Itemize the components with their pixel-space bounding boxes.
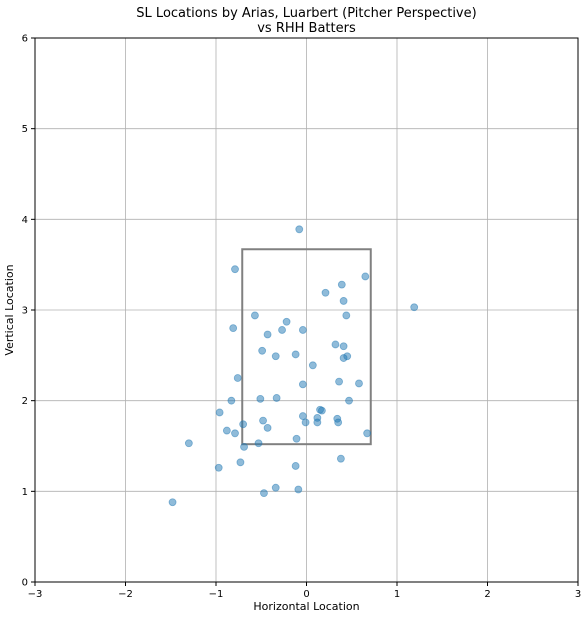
chart-title: SL Locations by Arias, Luarbert (Pitcher…: [136, 6, 476, 21]
pitch-point-32: [215, 408, 224, 417]
y-tick-label-0: 0: [22, 578, 28, 589]
y-tick-label-1: 1: [22, 487, 28, 498]
pitch-point-28: [227, 396, 236, 405]
pitch-point-15: [339, 342, 348, 351]
points-layer: [168, 225, 419, 507]
pitch-point-37: [301, 418, 310, 427]
x-tick-label-4: 1: [394, 589, 400, 600]
x-tick-label-2: −1: [209, 589, 224, 600]
y-ticks: 0 1 2 3 4 5 6: [22, 34, 35, 589]
pitch-point-48: [240, 443, 248, 451]
pitch-point-43: [231, 429, 239, 438]
pitch-point-40: [239, 420, 248, 429]
pitch-point-22: [233, 374, 242, 382]
pitch-point-44: [363, 429, 372, 438]
strike-zone-rect: [241, 248, 372, 446]
x-tick-label-6: 3: [575, 589, 581, 600]
y-tick-label-3: 3: [22, 306, 28, 317]
pitch-point-26: [272, 394, 281, 402]
x-tick-label-5: 2: [484, 589, 490, 600]
pitch-point-50: [236, 458, 245, 467]
x-ticks: −3 −2 −1 0 1 2 3: [28, 582, 581, 600]
pitch-point-12: [298, 326, 307, 334]
pitch-point-21: [308, 361, 317, 370]
pitch-point-20: [339, 354, 348, 362]
pitch-point-1: [231, 265, 239, 274]
pitch-point-47: [254, 439, 263, 448]
pitch-point-13: [263, 330, 272, 339]
pitch-point-27: [256, 394, 265, 403]
pitch-point-7: [251, 311, 259, 320]
pitch-point-52: [214, 463, 223, 472]
x-tick-label-1: −2: [118, 589, 133, 600]
pitch-point-51: [291, 462, 300, 470]
pitch-point-17: [291, 350, 300, 359]
pitch-point-56: [168, 498, 177, 507]
pitch-point-16: [258, 346, 267, 355]
pitch-point-53: [271, 483, 280, 492]
pitch-point-55: [260, 489, 268, 498]
pitch-point-42: [222, 426, 231, 435]
y-tick-label-5: 5: [22, 124, 28, 135]
pitch-point-10: [229, 324, 238, 333]
pitch-point-25: [298, 380, 307, 389]
pitch-point-5: [339, 297, 348, 305]
y-tick-label-2: 2: [22, 396, 28, 407]
y-tick-label-6: 6: [22, 34, 28, 45]
pitch-point-49: [336, 454, 345, 463]
y-axis-label: Vertical Location: [3, 264, 16, 355]
pitch-point-33: [298, 412, 307, 420]
x-tick-label-3: 0: [303, 589, 309, 600]
pitch-point-45: [292, 434, 301, 443]
pitch-point-2: [361, 272, 370, 281]
pitch-point-38: [313, 418, 322, 427]
pitch-point-54: [294, 485, 303, 494]
pitch-point-39: [334, 418, 343, 427]
pitch-point-18: [271, 352, 280, 361]
grid-lines: [34, 37, 579, 583]
pitch-point-46: [184, 439, 193, 448]
pitch-point-23: [335, 377, 343, 386]
pitch-point-31: [317, 406, 326, 415]
pitch-point-24: [355, 379, 363, 388]
y-tick-label-4: 4: [22, 215, 28, 226]
pitch-point-8: [342, 311, 351, 320]
pitch-point-6: [410, 303, 419, 312]
pitch-point-3: [337, 280, 346, 289]
pitch-point-0: [295, 225, 304, 234]
pitch-point-36: [259, 416, 267, 425]
pitch-point-4: [321, 288, 330, 297]
chart-subtitle: vs RHH Batters: [257, 21, 356, 36]
strike-zone-layer: [241, 248, 372, 446]
pitch-point-29: [345, 396, 353, 405]
pitch-point-14: [331, 340, 340, 349]
pitch-point-11: [278, 326, 286, 334]
pitch-point-9: [282, 317, 291, 326]
x-tick-label-0: −3: [28, 589, 43, 600]
x-axis-label: Horizontal Location: [253, 600, 359, 613]
pitch-point-41: [263, 423, 272, 432]
